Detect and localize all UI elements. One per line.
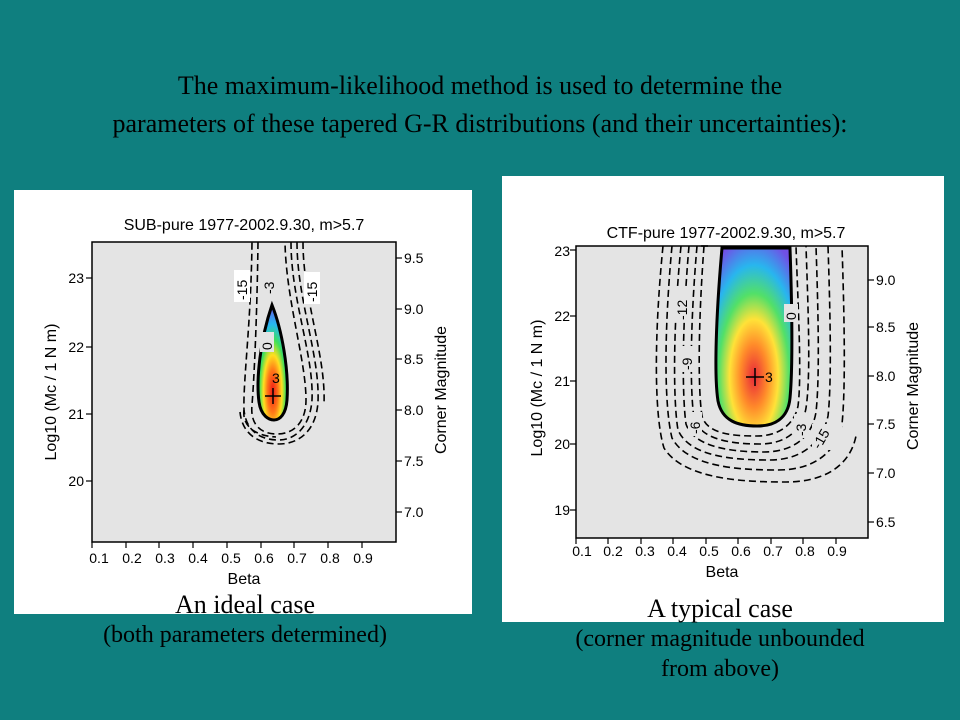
left-y-tick-label: 21 [68,406,84,422]
right-x-tick-label: 0.6 [731,543,751,559]
left-caption-line-2: (both parameters determined) [103,622,387,648]
left-y-tick-labels: 23 22 21 20 [68,270,84,489]
left-y2-ticks [396,257,402,513]
left-x-tick-label: 0.9 [353,550,373,566]
right-contour-label-minus3: -3 [793,423,809,436]
left-max-likelihood-cross [265,388,281,404]
left-contour-chart: SUB-pure 1977-2002.9.30, m>5.7 3 0 -3 -1… [43,217,450,588]
right-x-axis-label: Beta [706,564,739,581]
left-y2-tick-label: 8.0 [404,402,424,418]
right-y-ticks [570,249,576,511]
right-contour-label-minus12: -12 [674,300,690,320]
left-x-tick-label: 0.7 [287,550,307,566]
left-x-tick-label: 0.2 [122,550,142,566]
left-peak-label: 3 [272,370,280,386]
right-y2-axis-label: Corner Magnitude [905,322,922,450]
right-y-tick-label: 20 [554,436,570,452]
right-caption-line-1: A typical case [647,594,793,623]
right-x-tick-label: 0.5 [699,543,719,559]
right-max-likelihood-cross [746,368,764,386]
right-contour-label-0: 0 [783,312,799,320]
right-y2-tick-label: 7.0 [876,465,896,481]
right-y2-tick-label: 6.5 [876,514,896,530]
right-y2-tick-label: 8.0 [876,368,896,384]
right-x-tick-label: 0.4 [667,543,687,559]
right-x-tick-label: 0.7 [763,543,783,559]
right-y-tick-label: 23 [554,243,570,259]
left-x-ticks [91,542,363,548]
left-contour-label-minus3: -3 [261,281,277,294]
left-x-axis-label: Beta [228,571,261,588]
right-x-tick-label: 0.1 [572,543,592,559]
left-y-ticks [86,277,92,482]
right-x-ticks [575,538,837,544]
left-y2-tick-label: 8.5 [404,351,424,367]
right-contour-chart: CTF-pure 1977-2002.9.30, m>5.7 3 0 -3 - [529,225,922,581]
left-y2-tick-label: 9.0 [404,301,424,317]
right-x-tick-label: 0.9 [827,543,847,559]
right-y2-ticks [868,279,874,523]
left-x-tick-label: 0.3 [155,550,175,566]
left-x-tick-label: 0.8 [320,550,340,566]
left-contour-label-minus15-a: -15 [234,280,250,300]
right-peak-label: 3 [765,369,773,385]
right-y-tick-label: 21 [554,373,570,389]
right-y2-tick-label: 7.5 [876,416,896,432]
right-y2-tick-label: 9.0 [876,272,896,288]
right-x-tick-label: 0.8 [795,543,815,559]
left-x-tick-label: 0.6 [254,550,274,566]
right-y-tick-labels: 23 22 21 20 19 [554,243,570,518]
left-contour-label-0: 0 [259,342,275,350]
right-y-tick-label: 22 [554,308,570,324]
left-x-tick-label: 0.1 [89,550,109,566]
left-figure-panel: SUB-pure 1977-2002.9.30, m>5.7 3 0 -3 -1… [14,190,472,614]
right-x-tick-labels: 0.1 0.2 0.3 0.4 0.5 0.6 0.7 0.8 0.9 [572,543,847,559]
slide-title-line-1: The maximum-likelihood method is used to… [177,71,783,100]
left-y2-axis-label: Corner Magnitude [433,326,450,454]
left-y2-tick-label: 7.0 [404,504,424,520]
left-y2-tick-labels: 9.5 9.0 8.5 8.0 7.5 7.0 [404,250,424,520]
left-contour-labels: 0 -3 -15 -15 [234,270,320,352]
left-chart-title: SUB-pure 1977-2002.9.30, m>5.7 [124,217,365,234]
left-y2-tick-label: 9.5 [404,250,424,266]
right-y2-tick-labels: 9.0 8.5 8.0 7.5 7.0 6.5 [876,272,896,530]
left-y-axis-label: Log10 (Mc / 1 N m) [43,324,60,461]
right-x-tick-label: 0.3 [635,543,655,559]
left-x-tick-label: 0.5 [221,550,241,566]
right-x-tick-label: 0.2 [603,543,623,559]
left-y-tick-label: 23 [68,270,84,286]
right-likelihood-region [714,246,794,428]
right-caption-line-2: (corner magnitude unbounded [575,626,865,652]
left-contour-label-minus15-b: -15 [304,282,320,302]
left-caption-line-1: An ideal case [174,590,316,619]
left-y-tick-label: 20 [68,473,84,489]
right-chart-title: CTF-pure 1977-2002.9.30, m>5.7 [607,225,846,242]
left-y2-tick-label: 7.5 [404,453,424,469]
left-dashed-contours [239,241,325,445]
right-y2-tick-label: 8.5 [876,319,896,335]
right-contour-label-minus6: -6 [687,421,703,434]
right-y-axis-label: Log10 (Mc / 1 N m) [529,320,546,457]
slide-title-line-2: parameters of these tapered G-R distribu… [112,109,848,138]
left-y-tick-label: 22 [68,339,84,355]
left-x-tick-labels: 0.1 0.2 0.3 0.4 0.5 0.6 0.7 0.8 0.9 [89,550,373,566]
right-figure-panel: CTF-pure 1977-2002.9.30, m>5.7 3 0 -3 - [502,176,944,622]
right-y-tick-label: 19 [554,502,570,518]
right-caption-line-3: from above) [661,656,779,682]
right-contour-labels: 0 -3 -12 -9 -6 -15 [674,288,842,452]
left-x-tick-label: 0.4 [188,550,208,566]
right-contour-label-minus9: -9 [679,357,695,370]
